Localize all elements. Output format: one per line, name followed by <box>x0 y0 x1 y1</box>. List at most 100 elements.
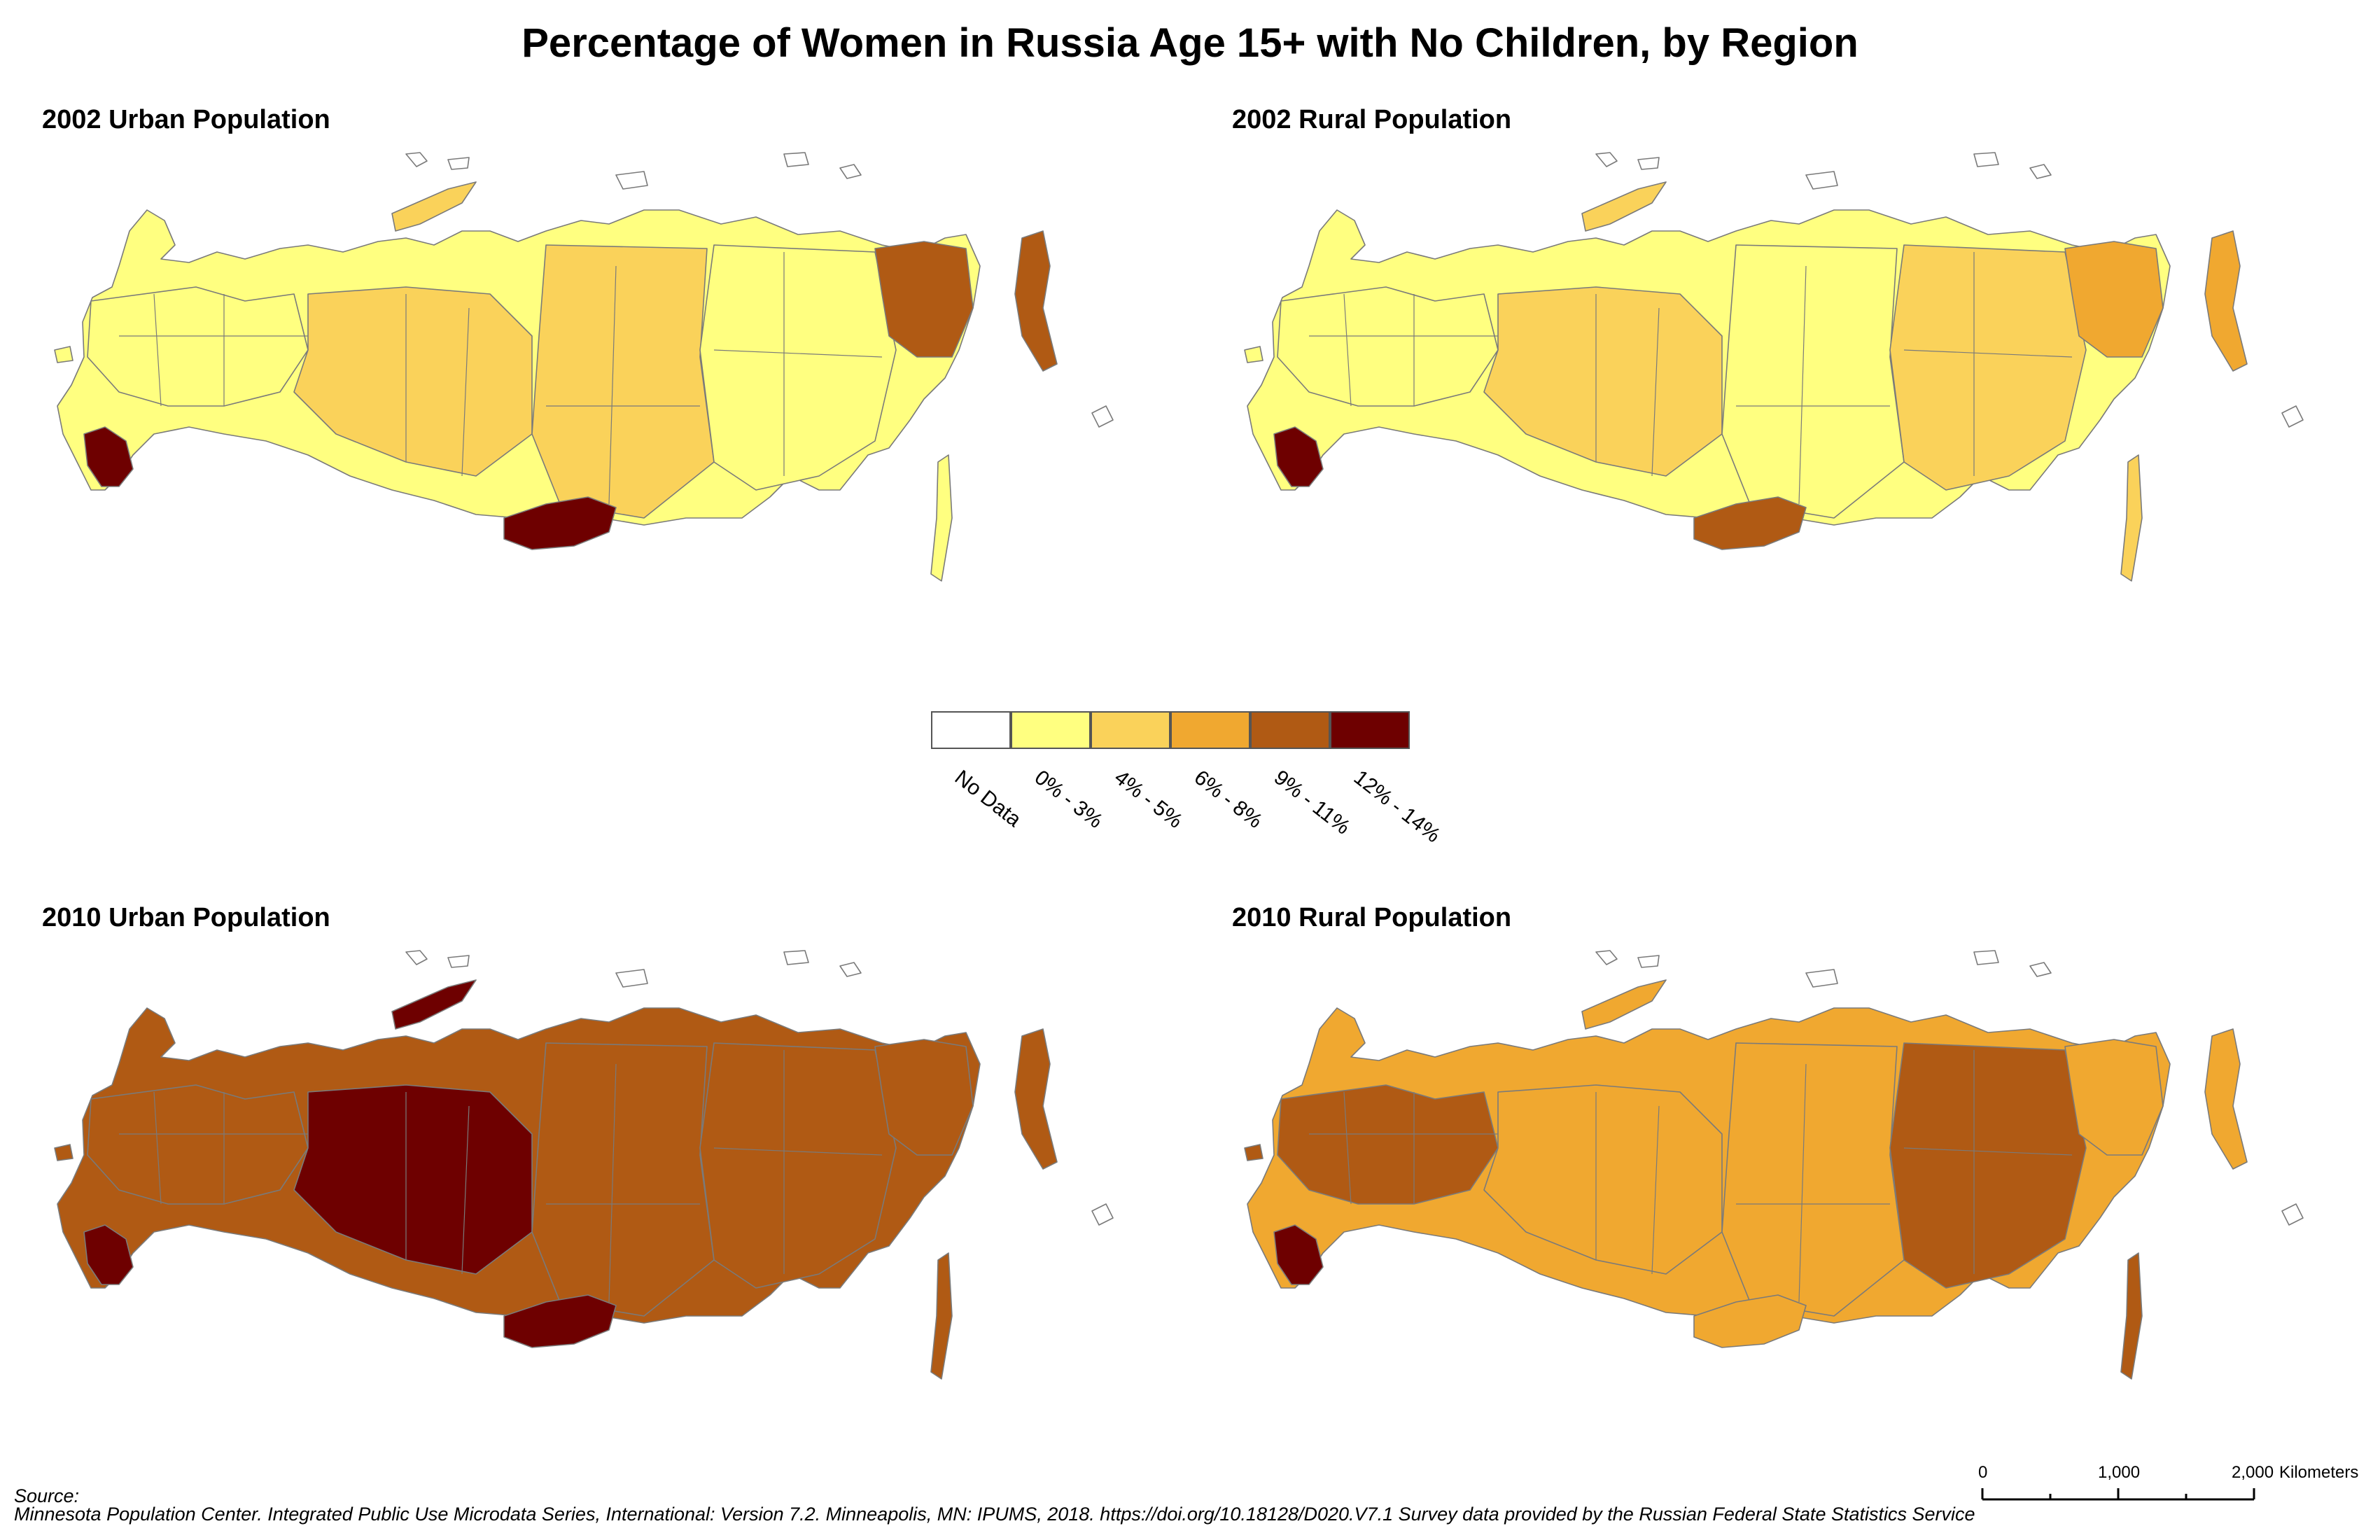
region-south-siberia <box>503 496 617 550</box>
arctic-island <box>1595 950 1618 965</box>
legend-label-6-8: 6% - 8% <box>1189 766 1267 833</box>
arctic-island <box>1637 955 1660 968</box>
arctic-island <box>447 157 470 170</box>
legend-label-9-11: 9% - 11% <box>1269 766 1354 839</box>
arctic-island <box>783 950 809 965</box>
arctic-island <box>1805 171 1838 190</box>
region-kamchatka <box>1014 230 1058 372</box>
map-panel-2002-rural: 2002 Rural Population <box>1190 98 2380 728</box>
arctic-island <box>2029 164 2052 179</box>
legend-swatch-12-14 <box>1330 711 1410 749</box>
region-sakhalin <box>930 1252 953 1380</box>
region-border <box>608 1063 617 1303</box>
region-border <box>153 293 162 407</box>
region-west <box>1277 286 1499 407</box>
arctic-island <box>615 171 648 190</box>
source-heading: Source: <box>14 1485 80 1506</box>
region-siberia <box>1721 244 1905 519</box>
arctic-island <box>1805 969 1838 988</box>
arctic-island <box>1595 152 1618 167</box>
region-central <box>1483 1084 1723 1275</box>
arctic-island <box>2281 1203 2304 1226</box>
arctic-island <box>405 152 428 167</box>
legend-swatch-4-5 <box>1091 711 1170 749</box>
region-novaya-zemlya <box>391 181 477 232</box>
region-kaliningrad <box>54 346 74 363</box>
panel-title: 2010 Rural Population <box>1232 903 1512 932</box>
region-kaliningrad <box>1244 346 1264 363</box>
scale-label-0: 0 <box>1978 1463 1988 1482</box>
panel-title: 2010 Urban Population <box>42 903 330 932</box>
arctic-island <box>839 164 862 179</box>
region-border <box>1651 307 1660 477</box>
region-border <box>1903 349 2073 358</box>
region-border <box>1343 293 1352 407</box>
region-sakhalin <box>2120 454 2143 582</box>
region-west <box>1277 1084 1499 1205</box>
legend-label-no-data: No Data <box>950 766 1026 832</box>
region-border <box>461 1105 470 1275</box>
region-central <box>293 286 533 477</box>
region-kamchatka <box>2204 230 2248 372</box>
region-caucasus <box>1273 426 1324 487</box>
region-west <box>87 286 309 407</box>
region-central <box>1483 286 1723 477</box>
arctic-island <box>1091 405 1114 428</box>
region-sakhalin <box>2120 1252 2143 1380</box>
region-border <box>1651 1105 1660 1275</box>
legend-swatch-9-11 <box>1250 711 1330 749</box>
region-novaya-zemlya <box>391 979 477 1030</box>
region-sakhalin <box>930 454 953 582</box>
scale-bar-line <box>1981 1488 2255 1501</box>
arctic-island <box>1973 152 1999 167</box>
region-kamchatka <box>2204 1028 2248 1170</box>
arctic-island <box>839 962 862 977</box>
region-border <box>461 307 470 477</box>
region-caucasus <box>1273 1224 1324 1285</box>
legend-swatch-6-8 <box>1170 711 1250 749</box>
russia-map <box>54 950 1114 1380</box>
arctic-island <box>405 950 428 965</box>
region-border <box>713 1147 883 1156</box>
region-caucasus <box>83 1224 134 1285</box>
region-siberia <box>531 1042 715 1317</box>
region-kaliningrad <box>1244 1144 1264 1161</box>
arctic-island <box>1973 950 1999 965</box>
region-far-east <box>2064 1039 2164 1156</box>
region-west <box>87 1084 309 1205</box>
panel-title: 2002 Urban Population <box>42 105 330 134</box>
region-border <box>153 1091 162 1205</box>
map-title: Percentage of Women in Russia Age 15+ wi… <box>522 20 1858 66</box>
scale-label-2000: 2,000 <box>2232 1463 2274 1482</box>
source-text: Minnesota Population Center. Integrated … <box>14 1504 1975 1525</box>
region-south-siberia <box>1693 496 1807 550</box>
region-south-siberia <box>503 1294 617 1348</box>
region-central <box>293 1084 533 1275</box>
legend-label-12-14: 12% - 14% <box>1349 766 1445 848</box>
region-siberia <box>1721 1042 1905 1317</box>
arctic-island <box>615 969 648 988</box>
scale-unit: Kilometers <box>2279 1463 2359 1482</box>
arctic-island <box>1637 157 1660 170</box>
region-south-siberia <box>1693 1294 1807 1348</box>
region-siberia <box>531 244 715 519</box>
region-far-east <box>2064 241 2164 358</box>
region-far-east <box>874 241 974 358</box>
arctic-island <box>447 955 470 968</box>
region-border <box>1798 1063 1807 1303</box>
region-far-east <box>874 1039 974 1156</box>
arctic-island <box>783 152 809 167</box>
map-panel-2010-rural: 2010 Rural Population <box>1190 896 2380 1526</box>
map-panel-2010-urban: 2010 Urban Population <box>0 896 1190 1526</box>
russia-map <box>54 152 1114 582</box>
region-border <box>1903 1147 2073 1156</box>
map-panel-2002-urban: 2002 Urban Population <box>0 98 1190 728</box>
russia-map <box>1244 152 2304 582</box>
legend-swatch-no-data <box>931 711 1011 749</box>
scale-bar: 0 1,000 2,000 Kilometers <box>1960 1463 2358 1526</box>
legend-label-4-5: 4% - 5% <box>1110 766 1187 833</box>
panel-title: 2002 Rural Population <box>1232 105 1512 134</box>
source-note: Source: Minnesota Population Center. Int… <box>14 1484 2254 1525</box>
region-border <box>1798 265 1807 505</box>
region-novaya-zemlya <box>1581 181 1667 232</box>
